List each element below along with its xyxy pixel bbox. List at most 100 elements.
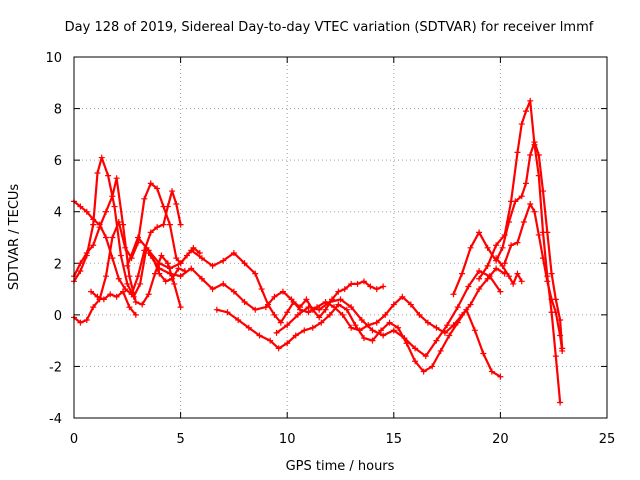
data-point-marker xyxy=(501,231,508,238)
data-point-marker xyxy=(284,309,291,316)
data-point-marker xyxy=(390,301,397,308)
data-point-marker xyxy=(544,278,551,285)
data-point-marker xyxy=(90,304,97,311)
data-point-marker xyxy=(520,219,527,226)
data-point-marker xyxy=(548,296,555,303)
data-point-marker xyxy=(284,340,291,347)
data-point-marker xyxy=(209,286,216,293)
series-trace xyxy=(275,269,502,358)
data-point-marker xyxy=(548,270,555,277)
data-point-marker xyxy=(256,332,263,339)
data-point-marker xyxy=(113,293,120,300)
data-point-marker xyxy=(296,306,303,313)
data-point-marker xyxy=(407,301,414,308)
data-point-marker xyxy=(120,288,127,295)
data-point-marker xyxy=(152,270,159,277)
data-point-marker xyxy=(450,291,457,298)
data-point-marker xyxy=(505,273,512,280)
data-point-marker xyxy=(499,262,506,269)
data-point-marker xyxy=(358,317,365,324)
data-point-marker xyxy=(166,270,173,277)
series-track-13 xyxy=(493,255,525,287)
data-point-marker xyxy=(412,345,419,352)
data-point-marker xyxy=(352,322,359,329)
data-point-marker xyxy=(522,180,529,187)
data-point-marker xyxy=(113,175,120,182)
data-point-marker xyxy=(145,249,152,256)
series-trace xyxy=(452,141,564,350)
data-point-marker xyxy=(235,317,242,324)
data-point-marker xyxy=(401,335,408,342)
data-point-marker xyxy=(177,260,184,267)
data-point-marker xyxy=(162,278,169,285)
data-point-marker xyxy=(262,304,269,311)
data-point-marker xyxy=(444,322,451,329)
data-point-marker xyxy=(252,270,259,277)
data-point-marker xyxy=(373,319,380,326)
data-point-marker xyxy=(508,242,515,249)
data-point-marker xyxy=(107,291,114,298)
data-point-marker xyxy=(557,332,564,339)
data-point-marker xyxy=(373,286,380,293)
data-point-marker xyxy=(559,347,566,354)
data-point-marker xyxy=(476,275,483,282)
data-point-marker xyxy=(139,301,146,308)
data-point-marker xyxy=(213,306,220,313)
data-point-marker xyxy=(105,172,112,179)
data-point-marker xyxy=(378,327,385,334)
y-tick-label: 4 xyxy=(54,206,62,221)
data-point-marker xyxy=(241,260,248,267)
data-point-marker xyxy=(277,319,284,326)
data-point-marker xyxy=(154,224,161,231)
data-point-marker xyxy=(488,368,495,375)
data-point-marker xyxy=(476,268,483,275)
series-trace xyxy=(495,257,523,285)
data-point-marker xyxy=(412,358,419,365)
data-point-marker xyxy=(531,208,538,215)
data-point-marker xyxy=(271,293,278,300)
data-point-marker xyxy=(337,296,344,303)
y-axis-label: SDTVAR / TECUs xyxy=(7,184,22,291)
data-point-marker xyxy=(137,280,144,287)
data-point-marker xyxy=(126,304,133,311)
data-point-marker xyxy=(540,255,547,262)
data-point-marker xyxy=(305,309,312,316)
data-point-marker xyxy=(158,252,165,259)
data-point-marker xyxy=(341,286,348,293)
data-point-marker xyxy=(465,283,472,290)
data-point-marker xyxy=(98,154,105,161)
data-point-marker xyxy=(446,332,453,339)
data-point-marker xyxy=(90,221,97,228)
data-point-marker xyxy=(339,311,346,318)
data-point-marker xyxy=(508,198,515,205)
series-track-10 xyxy=(450,139,566,352)
data-point-marker xyxy=(166,221,173,228)
data-point-marker xyxy=(484,262,491,269)
data-point-marker xyxy=(267,337,274,344)
data-point-marker xyxy=(209,262,216,269)
data-point-marker xyxy=(303,296,310,303)
data-point-marker xyxy=(476,229,483,236)
data-point-marker xyxy=(109,193,116,200)
series-track-12 xyxy=(501,200,566,354)
data-point-marker xyxy=(279,288,286,295)
data-point-marker xyxy=(198,255,205,262)
data-point-marker xyxy=(275,345,282,352)
data-point-marker xyxy=(220,280,227,287)
data-point-marker xyxy=(166,265,173,272)
data-point-marker xyxy=(124,262,131,269)
data-point-marker xyxy=(109,234,116,241)
data-point-marker xyxy=(175,265,182,272)
data-point-marker xyxy=(433,324,440,331)
data-point-marker xyxy=(535,172,542,179)
data-point-marker xyxy=(188,265,195,272)
data-point-marker xyxy=(100,296,107,303)
data-point-marker xyxy=(493,242,500,249)
data-point-marker xyxy=(552,309,559,316)
data-point-marker xyxy=(380,283,387,290)
data-point-marker xyxy=(94,293,101,300)
data-point-marker xyxy=(258,286,265,293)
series-track-6 xyxy=(124,234,387,326)
data-point-marker xyxy=(132,311,139,318)
data-point-marker xyxy=(301,327,308,334)
